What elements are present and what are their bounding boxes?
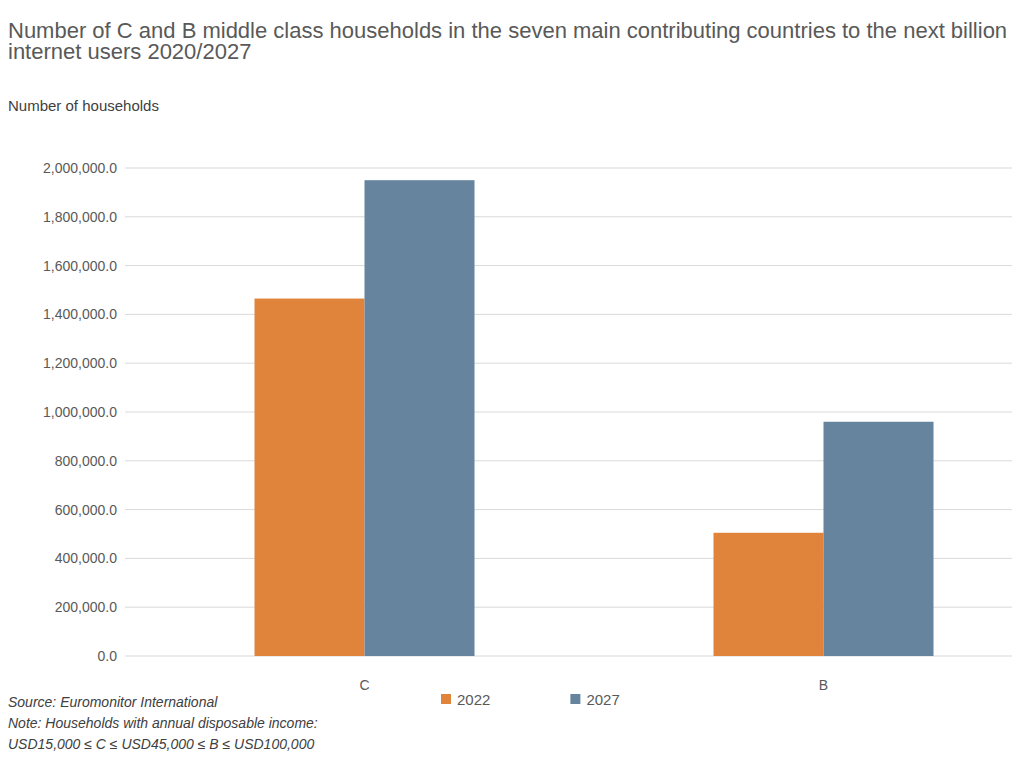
bars [255, 180, 934, 656]
y-tick-label: 1,400,000.0 [43, 306, 117, 322]
legend-swatch [570, 694, 580, 704]
title: Number of C and B middle class household… [8, 18, 1007, 64]
legend-label: 2022 [457, 691, 490, 708]
y-tick-label: 0.0 [98, 648, 118, 664]
legend-label: 2027 [586, 691, 619, 708]
y-tick-label: 1,200,000.0 [43, 355, 117, 371]
chart: Number of C and B middle class household… [0, 0, 1024, 761]
y-tick-label: 1,000,000.0 [43, 404, 117, 420]
y-tick-label: 1,600,000.0 [43, 258, 117, 274]
y-tick-label: 2,000,000.0 [43, 160, 117, 176]
bar [824, 422, 934, 656]
grid-line [125, 168, 1012, 169]
note: USD15,000 ≤ C ≤ USD45,000 ≤ B ≤ USD100,0… [8, 736, 314, 752]
x-tick-label: B [819, 677, 828, 693]
legend-swatch [441, 694, 451, 704]
x-tick-label: C [359, 677, 369, 693]
bar [714, 533, 824, 656]
y-tick-label: 200,000.0 [55, 599, 117, 615]
y-tick-label: 600,000.0 [55, 502, 117, 518]
y-tick-label: 1,800,000.0 [43, 209, 117, 225]
bar [365, 180, 475, 656]
title-line: internet users 2020/2027 [8, 39, 251, 64]
source: Source: Euromonitor International [8, 694, 218, 710]
grid-line [125, 216, 1012, 217]
grid-line [125, 265, 1012, 266]
bar [255, 299, 365, 656]
y-axis-label: Number of households [8, 97, 159, 114]
y-tick-label: 400,000.0 [55, 550, 117, 566]
note: Note: Households with annual disposable … [8, 715, 318, 731]
y-tick-label: 800,000.0 [55, 453, 117, 469]
